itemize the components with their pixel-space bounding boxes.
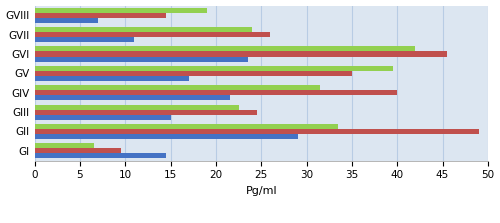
Bar: [34, 18, 98, 23]
Bar: [34, 27, 252, 32]
Bar: [34, 95, 230, 100]
Bar: [34, 148, 121, 153]
Bar: [34, 90, 397, 95]
Bar: [34, 134, 298, 139]
Bar: [34, 56, 248, 62]
Bar: [34, 109, 256, 115]
Bar: [34, 13, 166, 18]
Bar: [34, 115, 170, 120]
Bar: [34, 143, 94, 148]
Bar: [34, 46, 416, 52]
Bar: [34, 124, 339, 129]
Bar: [34, 71, 352, 76]
Bar: [34, 105, 238, 109]
Bar: [34, 153, 166, 158]
Bar: [34, 8, 207, 13]
Bar: [34, 32, 270, 37]
X-axis label: Pg/ml: Pg/ml: [246, 186, 277, 196]
Bar: [34, 76, 189, 81]
Bar: [34, 52, 447, 56]
Bar: [34, 129, 479, 134]
Bar: [34, 37, 134, 42]
Bar: [34, 85, 320, 90]
Bar: [34, 66, 392, 71]
